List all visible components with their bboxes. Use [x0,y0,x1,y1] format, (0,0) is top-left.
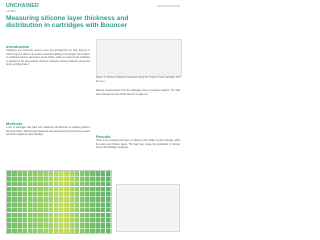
paragraph: There is an unusually thick layer of sil… [96,140,180,150]
caption: Figure 1: Silicone thickness measured al… [96,77,180,83]
logo: UNCHAINED LABS [6,3,39,13]
heatmap-figure [6,170,112,234]
page: {"header": {"logo": "UNCHAINED", "logo_s… [6,3,182,234]
paragraph: Silicone measurements from the cartridge… [96,90,180,96]
device-figure [96,39,182,77]
section-heading: Methods [6,121,23,126]
logo-sub: LABS [6,9,17,13]
section-heading: Results [96,134,111,139]
paragraph: Cartridges are commonly used in pens and… [6,50,90,67]
doc-title: Measuring silicone layer thickness and d… [6,15,129,30]
doc-tag: APPLICATION NOTE [157,5,180,8]
side-figure [116,184,180,232]
section-heading: Introduction [6,44,30,49]
paragraph: A line of cartridges was filled and meas… [6,127,90,137]
